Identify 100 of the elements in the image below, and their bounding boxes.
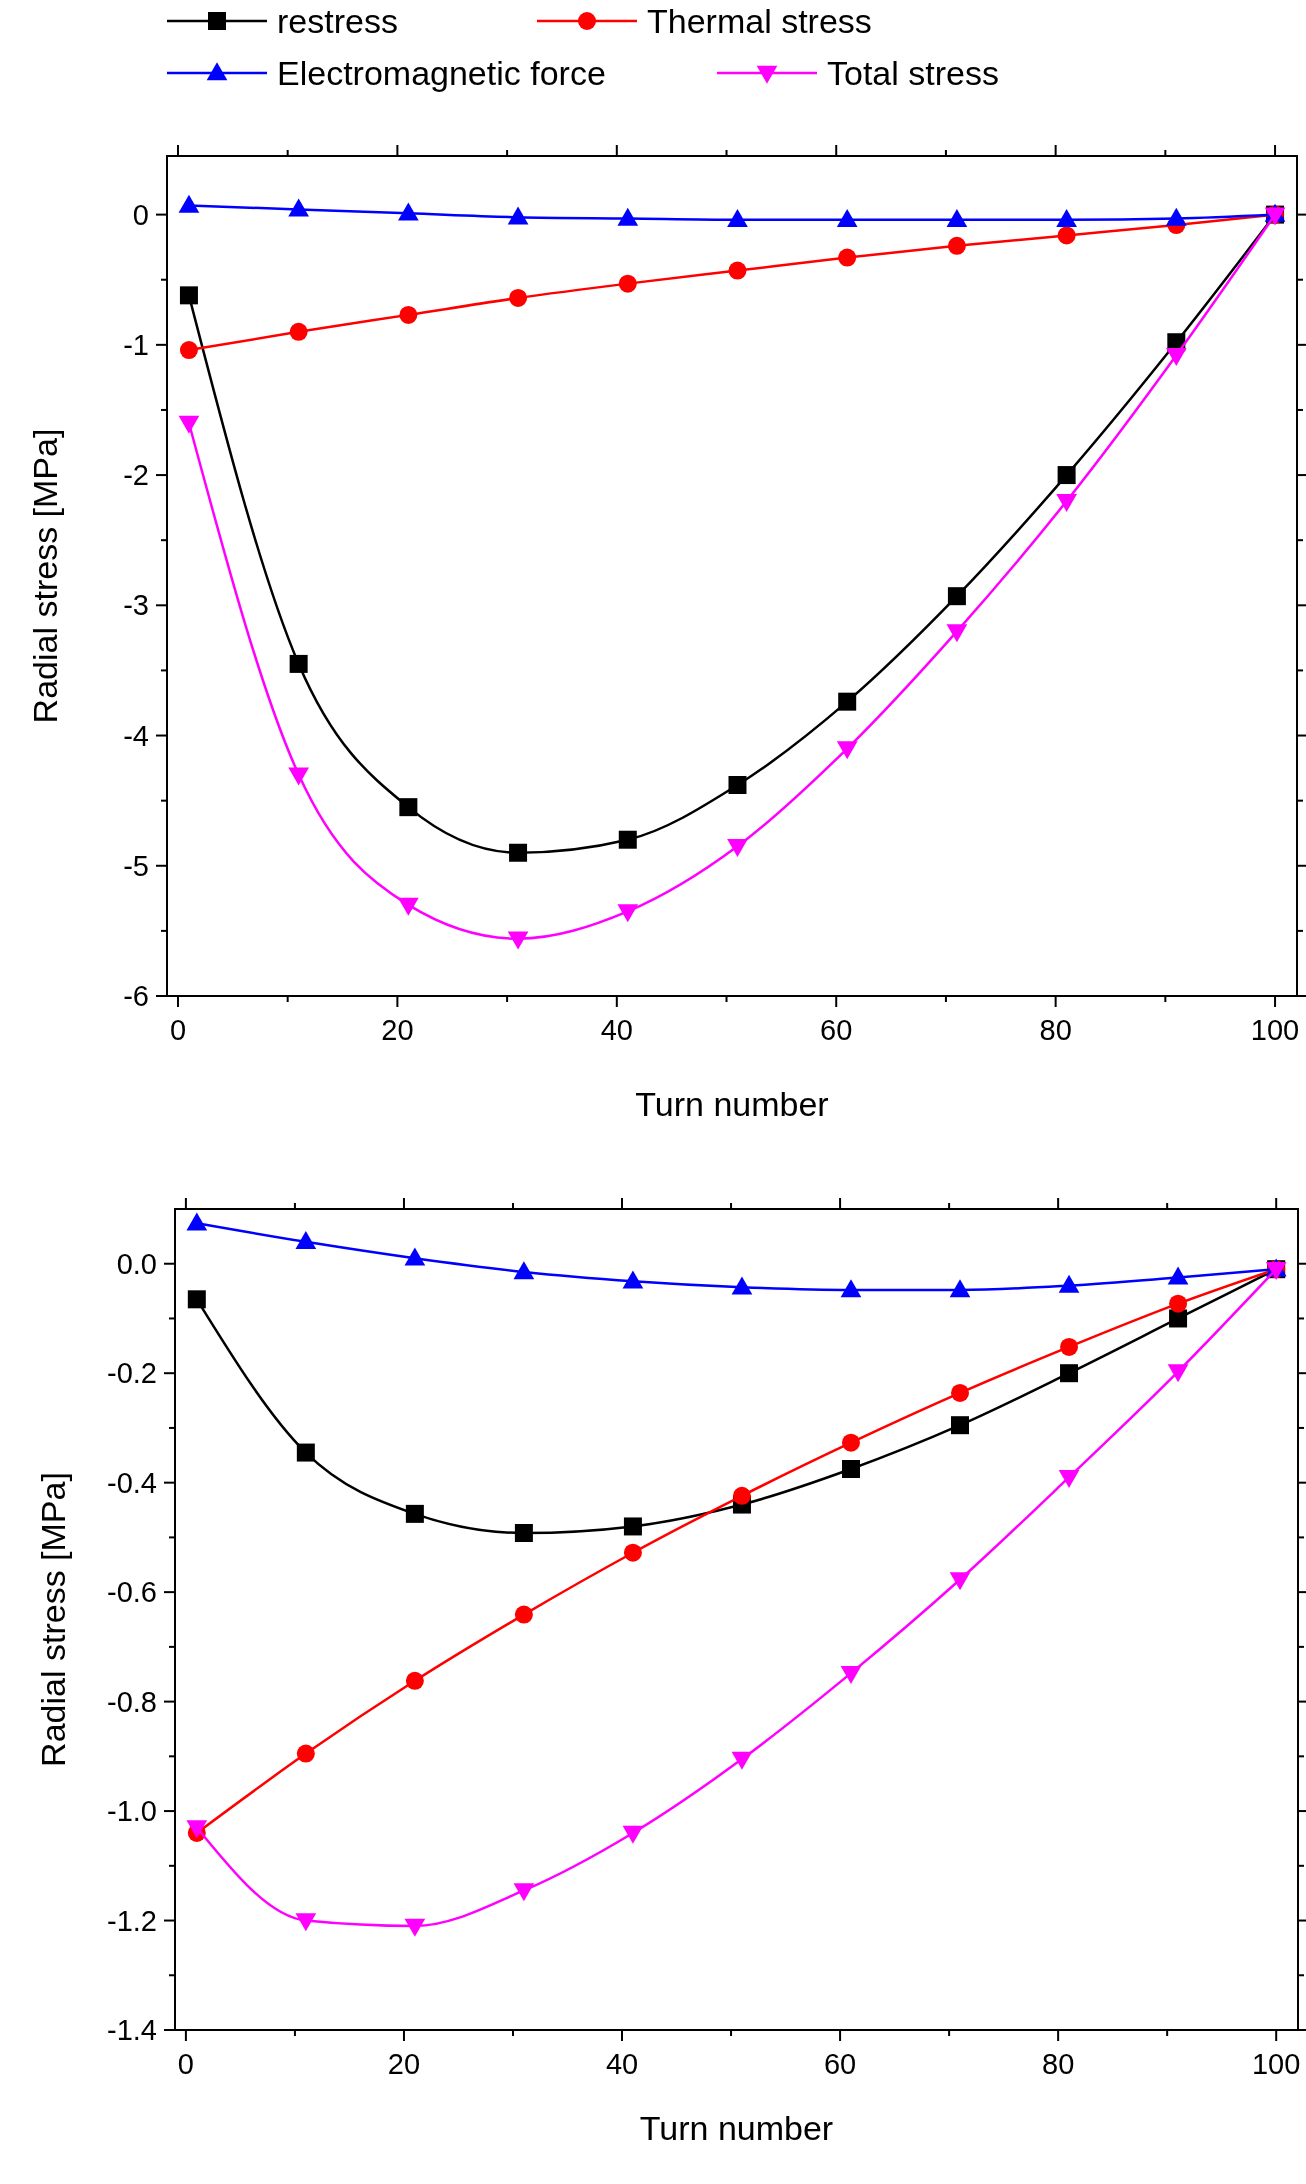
point bbox=[623, 1543, 642, 1562]
point bbox=[399, 798, 418, 817]
point bbox=[296, 1744, 315, 1763]
point bbox=[947, 587, 966, 606]
y-axis-title: Radial stress [MPa] bbox=[26, 428, 64, 724]
x-tick-label: 20 bbox=[381, 1014, 414, 1046]
point bbox=[618, 274, 637, 293]
y-tick-label: -0.2 bbox=[107, 1357, 157, 1390]
point bbox=[728, 261, 747, 280]
x-tick-label: 100 bbox=[1252, 2048, 1301, 2080]
x-tick-label: 100 bbox=[1250, 1014, 1300, 1046]
y-tick-label: -1.2 bbox=[107, 1904, 157, 1937]
x-tick-label: 40 bbox=[600, 1014, 633, 1046]
point bbox=[1058, 1274, 1080, 1293]
point bbox=[727, 209, 748, 228]
point bbox=[178, 415, 200, 434]
point bbox=[946, 209, 968, 228]
y-tick-label: -1 bbox=[123, 328, 149, 361]
point bbox=[289, 654, 308, 673]
x-tick-label: 80 bbox=[1042, 2048, 1075, 2080]
point bbox=[405, 1671, 424, 1690]
point bbox=[404, 1918, 426, 1937]
point bbox=[186, 1212, 208, 1231]
y-tick-label: -2 bbox=[123, 459, 149, 492]
point bbox=[507, 206, 529, 225]
point bbox=[727, 839, 748, 858]
point bbox=[513, 1261, 535, 1280]
point bbox=[514, 1605, 533, 1624]
point bbox=[836, 741, 858, 760]
x-axis-title: Turn number bbox=[635, 1085, 829, 1123]
point bbox=[949, 1279, 971, 1298]
point bbox=[1060, 1364, 1079, 1383]
y-tick-label: -1.0 bbox=[107, 1795, 157, 1828]
point bbox=[841, 1459, 860, 1478]
point bbox=[404, 1247, 426, 1266]
y-tick-label: -0.6 bbox=[107, 1576, 157, 1609]
point bbox=[296, 1443, 315, 1462]
point bbox=[405, 1504, 424, 1523]
point bbox=[295, 1913, 317, 1932]
point bbox=[618, 830, 637, 849]
y-axis-title: Radial stress [MPa] bbox=[34, 1472, 72, 1767]
point bbox=[1057, 466, 1076, 485]
x-tick-label: 0 bbox=[177, 2048, 194, 2080]
point bbox=[399, 305, 418, 324]
point bbox=[841, 1433, 860, 1452]
x-tick-label: 60 bbox=[823, 2048, 857, 2080]
point bbox=[514, 1524, 533, 1543]
point bbox=[622, 1270, 644, 1289]
point bbox=[946, 624, 968, 643]
point bbox=[507, 931, 529, 950]
point bbox=[623, 1517, 642, 1536]
point bbox=[1167, 1266, 1189, 1285]
point bbox=[617, 904, 639, 923]
legend-label: Thermal stress bbox=[647, 2, 872, 40]
point bbox=[509, 843, 528, 862]
point bbox=[840, 1665, 862, 1684]
y-tick-label: -3 bbox=[123, 589, 149, 622]
point bbox=[1058, 1469, 1080, 1488]
point bbox=[1169, 1294, 1188, 1313]
point bbox=[951, 1416, 970, 1435]
y-tick-label: 0 bbox=[132, 198, 149, 231]
point bbox=[947, 236, 966, 255]
x-axis-title: Turn number bbox=[639, 2109, 834, 2147]
point bbox=[838, 692, 857, 711]
point bbox=[728, 776, 747, 795]
y-tick-label: -4 bbox=[123, 719, 149, 752]
y-tick-label: -0.8 bbox=[107, 1685, 157, 1718]
point bbox=[731, 1751, 753, 1770]
point bbox=[731, 1276, 753, 1295]
point bbox=[1056, 493, 1077, 512]
point bbox=[289, 322, 308, 341]
y-tick-label: -1.4 bbox=[107, 2014, 157, 2046]
point bbox=[840, 1279, 862, 1298]
point bbox=[398, 202, 419, 221]
point bbox=[179, 286, 198, 305]
legend-label: Electromagnetic force bbox=[277, 54, 606, 92]
x-tick-label: 20 bbox=[387, 2048, 421, 2080]
point bbox=[509, 288, 528, 307]
point bbox=[1057, 226, 1076, 245]
point bbox=[295, 1231, 317, 1250]
x-tick-label: 40 bbox=[605, 2048, 639, 2080]
legend-label: restress bbox=[277, 2, 398, 40]
point bbox=[179, 341, 198, 360]
point bbox=[622, 1825, 644, 1844]
point bbox=[1165, 207, 1187, 226]
y-tick-label: -5 bbox=[123, 849, 149, 882]
y-tick-label: -0.4 bbox=[107, 1466, 157, 1499]
point bbox=[187, 1290, 206, 1309]
point bbox=[949, 1572, 971, 1591]
point bbox=[838, 248, 857, 267]
point bbox=[288, 767, 309, 786]
point bbox=[617, 207, 639, 226]
y-tick-label: 0.0 bbox=[116, 1247, 157, 1280]
y-tick-label: -6 bbox=[123, 980, 149, 1012]
point bbox=[398, 897, 419, 916]
x-tick-label: 60 bbox=[820, 1014, 853, 1046]
point bbox=[951, 1383, 970, 1402]
x-tick-label: 80 bbox=[1039, 1014, 1072, 1046]
x-tick-label: 0 bbox=[169, 1014, 187, 1046]
point bbox=[1056, 209, 1077, 228]
